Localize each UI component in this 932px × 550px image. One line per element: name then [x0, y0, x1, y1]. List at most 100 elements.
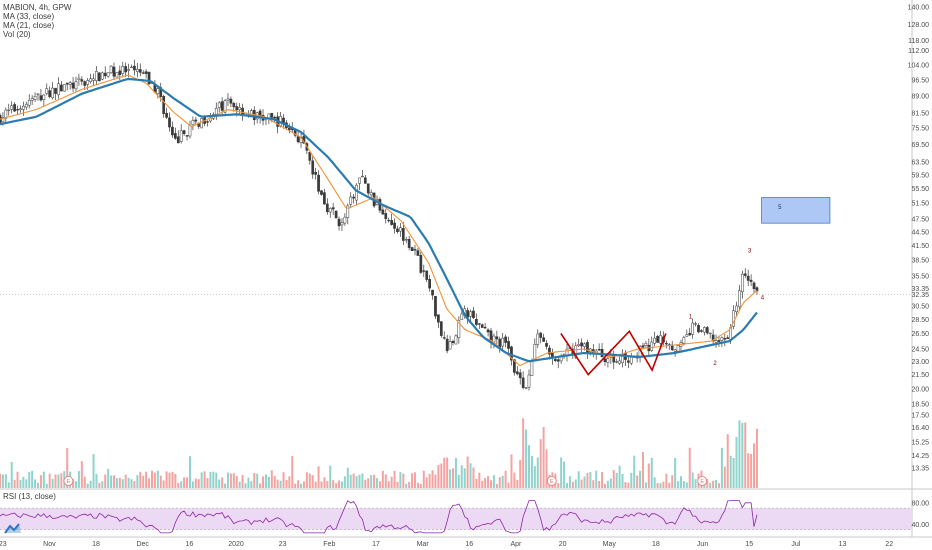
volume-bar — [264, 474, 267, 488]
zigzag-pattern-line — [560, 329, 667, 376]
candle-body — [317, 174, 320, 192]
volume-bar — [370, 475, 373, 488]
candle-body — [735, 305, 738, 313]
volume-bar — [308, 473, 311, 488]
volume-bar — [13, 479, 16, 488]
candle-body — [746, 275, 750, 281]
candle-body — [174, 133, 177, 139]
volume-bar — [104, 474, 107, 488]
time-tick-label: 2020 — [228, 541, 244, 548]
volume-bar — [457, 474, 460, 488]
price-tick-label: 38.50 — [911, 258, 929, 265]
candle-body — [428, 278, 431, 289]
candle-body — [323, 192, 326, 205]
volume-bar — [419, 483, 422, 488]
price-tick-label: 47.50 — [911, 217, 929, 224]
volume-bar — [288, 476, 291, 488]
candle-body — [653, 337, 657, 344]
candle-body — [270, 112, 274, 118]
volume-bar — [203, 471, 206, 488]
volume-bar — [92, 454, 95, 488]
legend-rsi[interactable]: RSI (13, close) — [3, 492, 56, 501]
candle-body — [483, 326, 487, 329]
volume-bar — [361, 473, 364, 488]
candle-body — [536, 333, 540, 345]
volume-bar — [583, 476, 586, 488]
price-axis[interactable]: 140.00 128.00 118.00 112.00 104.00 96.50 89.00… — [908, 4, 930, 528]
volume-bar — [74, 481, 77, 488]
volume-bar — [358, 474, 361, 488]
tradingview-logo-icon[interactable] — [4, 522, 22, 536]
volume-bar — [589, 471, 592, 488]
candle-body — [287, 127, 291, 131]
legend-vol[interactable]: Vol (20) — [3, 30, 31, 39]
candle-body — [238, 107, 242, 110]
candle-body — [691, 322, 695, 335]
volume-bar — [393, 470, 396, 488]
volume-bar — [577, 471, 580, 488]
candle-body — [527, 374, 531, 388]
candle-body — [214, 107, 218, 115]
volume-bar — [709, 482, 712, 488]
volume-bar — [136, 475, 139, 488]
volume-bar — [519, 459, 522, 488]
candle-body — [138, 69, 142, 73]
volume-bar — [510, 454, 513, 488]
legend-ma21[interactable]: MA (21, close) — [3, 21, 54, 30]
volume-bar — [262, 476, 265, 488]
price-tick-label: 24.50 — [911, 346, 929, 353]
volume-bar — [253, 473, 256, 488]
volume-bar — [595, 470, 598, 488]
volume-bar — [574, 479, 577, 488]
price-tick-label: 14.25 — [911, 453, 929, 460]
volume-bar — [162, 480, 165, 488]
price-tick-label: 96.50 — [911, 77, 929, 84]
volume-bar — [200, 472, 203, 488]
earnings-marker — [63, 476, 74, 486]
volume-bar — [431, 470, 434, 488]
volume-bar — [656, 483, 659, 488]
price-tick-label: 63.50 — [911, 160, 929, 167]
time-axis[interactable]: 23 Nov 18 Dec 16 2020 23 Feb 17 Mar 16 Apr 20 May 18 Ju… — [0, 541, 893, 548]
legend-symbol[interactable]: MABION, 4h, GPW — [3, 3, 72, 12]
volume-bar — [130, 479, 133, 488]
candle-body — [659, 335, 662, 344]
volume-bar — [42, 471, 45, 488]
volume-bar — [16, 471, 19, 488]
price-tick-label: 118.00 — [908, 38, 929, 45]
candle-body — [98, 72, 101, 82]
price-tick-label: 75.50 — [911, 126, 929, 133]
volume-bar — [484, 478, 487, 488]
candle-body — [200, 118, 204, 129]
volume-bar — [355, 476, 358, 488]
candle-body — [45, 88, 49, 94]
volume-bar — [57, 474, 60, 488]
candle-body — [57, 83, 60, 96]
candle-body — [7, 109, 11, 112]
candle-body — [331, 207, 335, 210]
volume-bar — [563, 461, 566, 488]
volume-bar — [606, 480, 609, 488]
candle-body — [328, 207, 332, 213]
candle-body — [340, 222, 344, 226]
volume-bar — [747, 453, 750, 488]
candle-body — [442, 337, 446, 339]
candle-body — [393, 222, 396, 229]
volume-bar — [48, 473, 51, 488]
candle-body — [48, 90, 52, 98]
earnings-marker — [546, 476, 557, 486]
legend-ma33[interactable]: MA (33, close) — [3, 12, 54, 21]
volume-bar — [542, 426, 545, 488]
volume-bar — [437, 464, 440, 488]
volume-bar — [101, 481, 104, 488]
volume-bar — [28, 471, 31, 488]
candle-body — [4, 109, 8, 119]
volume-bar — [498, 477, 501, 488]
candle-body — [501, 337, 505, 347]
price-tick-label: 21.50 — [911, 372, 929, 379]
volume-bar — [209, 471, 212, 488]
volume-bar — [659, 483, 662, 488]
candle-body — [472, 310, 475, 319]
candle-body — [451, 340, 455, 343]
